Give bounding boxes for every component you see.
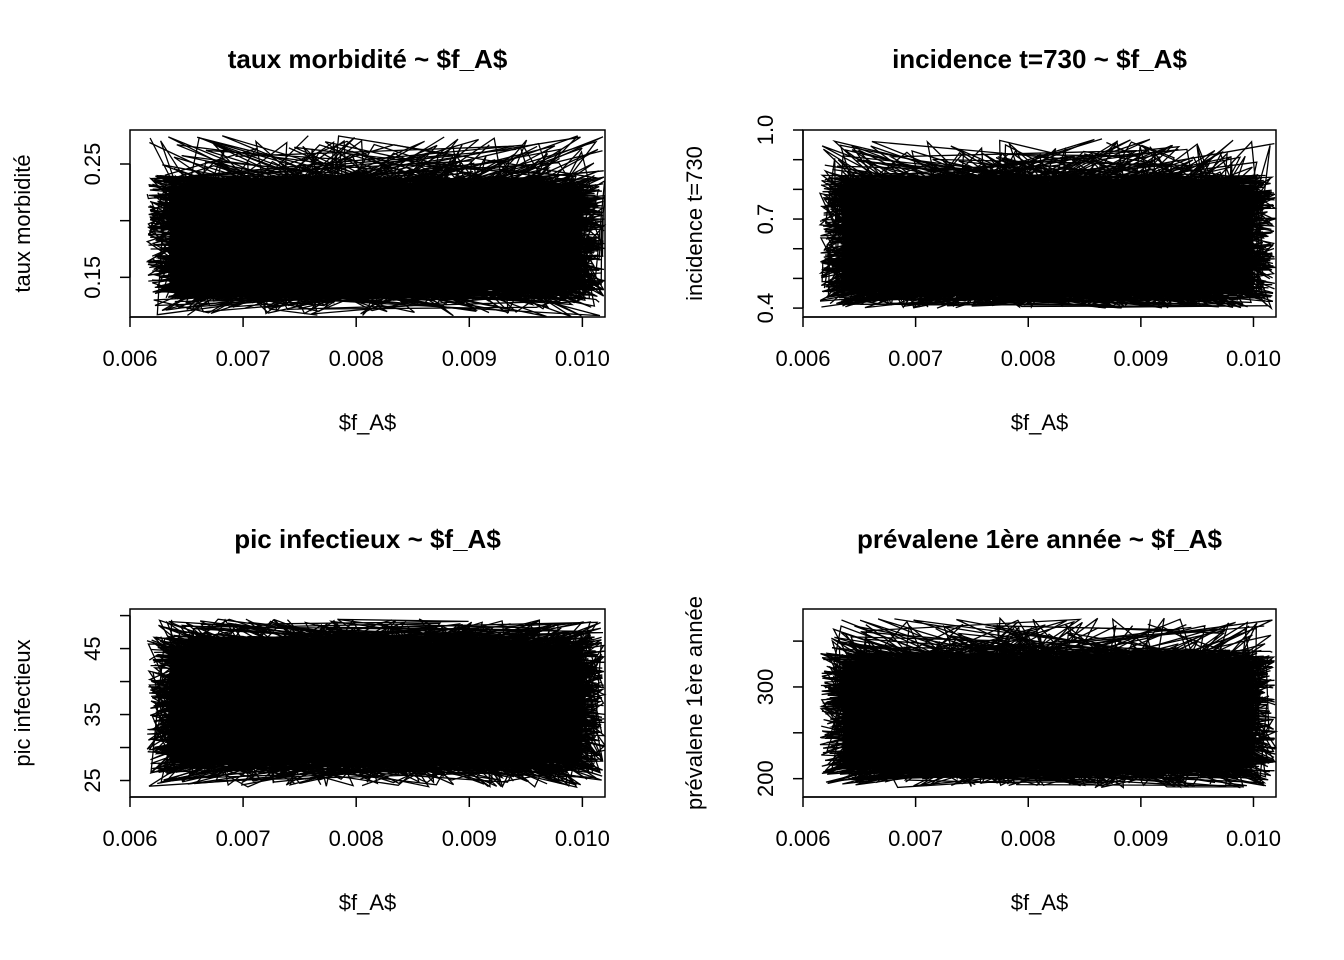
chart-panel-4: prévalene 1ère année ~ $f_A$ 0.006 0.007 0.…: [682, 524, 1281, 915]
series-dense-area: [169, 646, 583, 763]
x-tick-label: 0.007: [888, 826, 943, 851]
y-tick-label: 0.15: [80, 256, 105, 299]
y-tick-label: 45: [80, 636, 105, 660]
x-tick-label: 0.006: [102, 826, 157, 851]
chart-panel-2: incidence t=730 ~ $f_A$ 0.006 0.007 0.008 0.…: [682, 44, 1281, 435]
x-tick-label: 0.010: [1226, 346, 1281, 371]
x-tick-label: 0.008: [329, 346, 384, 371]
x-tick-label: 0.009: [1113, 826, 1168, 851]
chart-title: prévalene 1ère année ~ $f_A$: [857, 524, 1222, 554]
chart-title: incidence t=730 ~ $f_A$: [892, 44, 1187, 74]
x-tick-label: 0.009: [442, 826, 497, 851]
chart-title: pic infectieux ~ $f_A$: [234, 524, 501, 554]
x-tick-label: 0.007: [888, 346, 943, 371]
x-tick-label: 0.008: [329, 826, 384, 851]
x-axis-label: $f_A$: [339, 410, 397, 435]
series-line: [858, 618, 1272, 786]
y-axis-label: prévalene 1ère année: [682, 596, 707, 810]
y-tick-label: 200: [753, 760, 778, 797]
x-tick-label: 0.008: [1001, 826, 1056, 851]
x-tick-label: 0.007: [216, 346, 271, 371]
y-axis-label: taux morbidité: [10, 154, 35, 292]
x-tick-label: 0.010: [555, 346, 610, 371]
x-tick-label: 0.009: [442, 346, 497, 371]
series-dense-area: [842, 184, 1254, 292]
chart-panel-1: taux morbidité ~ $f_A$ 0.006 0.007 0.008 0.0…: [10, 44, 610, 435]
series-line: [824, 174, 1260, 183]
x-tick-label: 0.010: [555, 826, 610, 851]
y-tick-label: 0.4: [753, 293, 778, 324]
x-tick-label: 0.006: [775, 346, 830, 371]
x-tick-label: 0.009: [1113, 346, 1168, 371]
series-dense-area: [842, 660, 1254, 769]
y-tick-label: 35: [80, 702, 105, 726]
x-axis-label: $f_A$: [1011, 410, 1069, 435]
x-axis-label: $f_A$: [339, 890, 397, 915]
chart-panel-3: pic infectieux ~ $f_A$ 0.006 0.007 0.008 0.0…: [10, 524, 610, 915]
x-tick-label: 0.006: [775, 826, 830, 851]
y-axis-label: incidence t=730: [682, 146, 707, 301]
x-tick-label: 0.008: [1001, 346, 1056, 371]
series-dense-area: [169, 185, 583, 291]
y-tick-label: 300: [753, 669, 778, 706]
y-axis-label: pic infectieux: [10, 639, 35, 766]
y-tick-label: 0.7: [753, 204, 778, 235]
x-tick-label: 0.006: [102, 346, 157, 371]
y-tick-label: 1.0: [753, 115, 778, 146]
chart-title: taux morbidité ~ $f_A$: [228, 44, 508, 74]
y-tick-label: 25: [80, 768, 105, 792]
x-axis-label: $f_A$: [1011, 890, 1069, 915]
x-tick-label: 0.007: [216, 826, 271, 851]
y-tick-label: 0.25: [80, 143, 105, 186]
x-tick-label: 0.010: [1226, 826, 1281, 851]
